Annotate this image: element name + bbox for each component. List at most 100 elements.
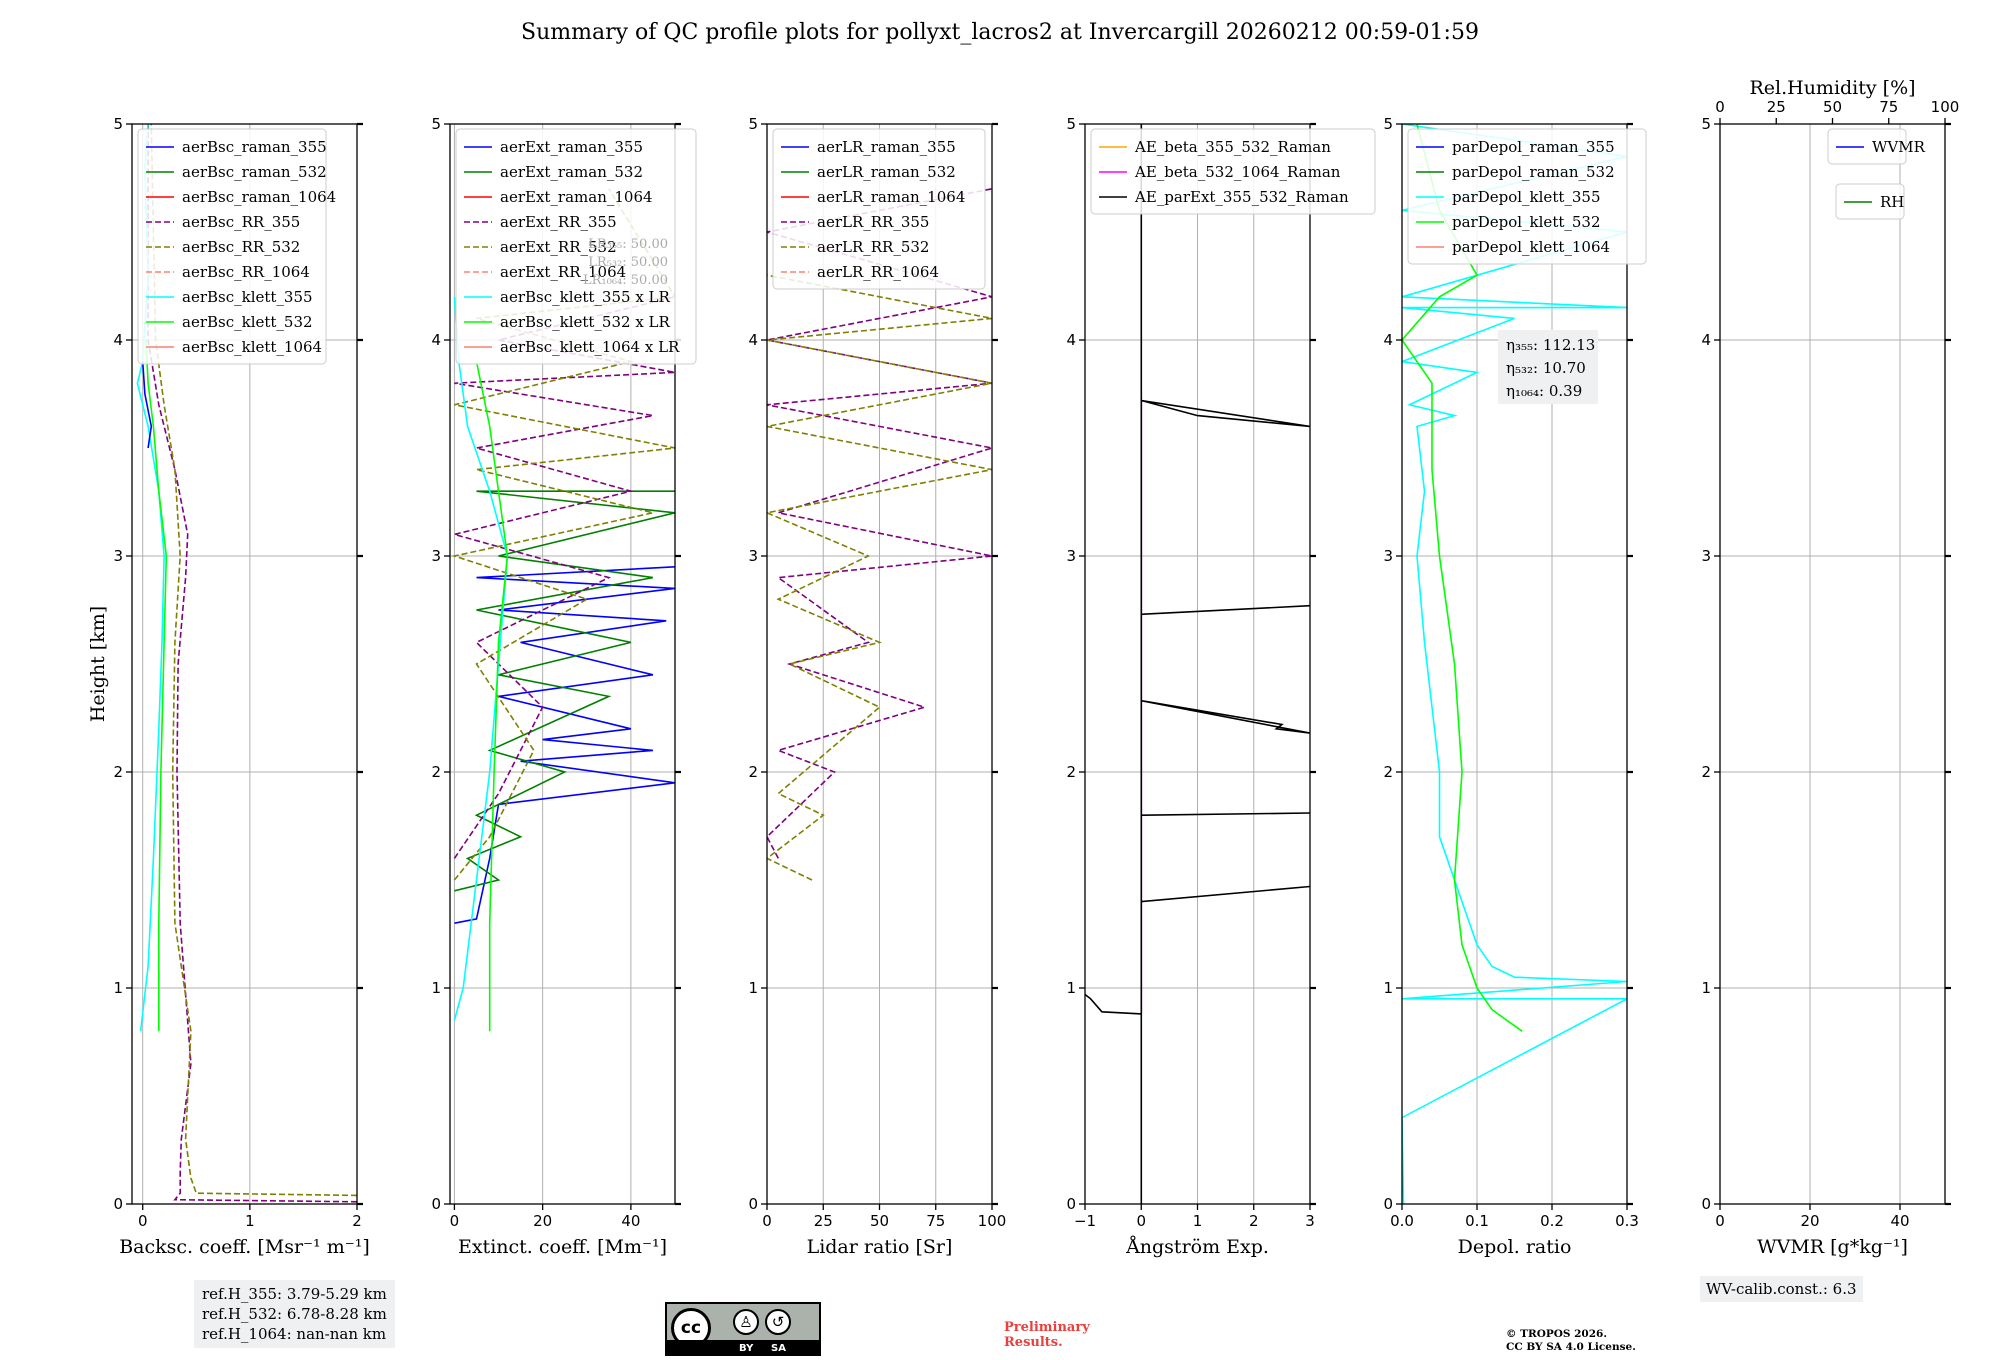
x-tick-label: 1: [1193, 1212, 1203, 1230]
legend-label: aerBsc_klett_532: [182, 313, 313, 331]
x-tick-label: 0.3: [1615, 1212, 1639, 1230]
top-x-tick-label: 0: [1715, 98, 1725, 116]
preliminary-line-2: Results.: [1004, 1335, 1063, 1350]
legend-label: aerBsc_raman_1064: [182, 188, 336, 206]
y-tick-label: 1: [748, 979, 758, 997]
x-tick-label: 0: [762, 1212, 772, 1230]
y-tick-label: 5: [113, 115, 123, 133]
y-tick-label: 5: [1383, 115, 1393, 133]
legend-label: aerBsc_klett_1064: [182, 338, 322, 356]
legend-label: aerBsc_RR_1064: [182, 263, 310, 281]
y-tick-label: 2: [431, 763, 441, 781]
axes-frame: [131, 123, 358, 1205]
preliminary-results-note: Preliminary Results.: [1004, 1320, 1090, 1350]
y-tick-label: 2: [1066, 763, 1076, 781]
x-tick-label: 20: [1800, 1212, 1819, 1230]
top-x-tick-label: 50: [1823, 98, 1842, 116]
series-group: [1085, 124, 1310, 1204]
legend-label: parDepol_klett_1064: [1452, 238, 1610, 256]
series-line-aerExt_raman_532: [454, 490, 675, 892]
series-line-AE_parExt_355_532_Raman: [1085, 124, 1310, 1204]
panel-5: [1396, 122, 1647, 1210]
legend-label: aerBsc_klett_1064 x LR: [500, 338, 680, 356]
legend-box: [772, 128, 986, 290]
series-line-aerBsc_RR_532: [150, 124, 357, 1197]
legend-label: aerExt_raman_532: [500, 163, 643, 181]
x-tick-label: 25: [814, 1212, 833, 1230]
license-by-label: BY: [739, 1343, 754, 1354]
legend-label: aerBsc_klett_355: [182, 288, 313, 306]
y-tick-label: 5: [1701, 115, 1711, 133]
legend-label: parDepol_klett_355: [1452, 188, 1601, 206]
license-sa-label: SA: [771, 1343, 786, 1354]
y-tick-label: 0: [113, 1195, 123, 1213]
y-tick-label: 3: [113, 547, 123, 565]
x-tick-label: 75: [926, 1212, 945, 1230]
legend-label: aerExt_RR_532: [500, 238, 617, 256]
series-line-aerBsc_klett_532: [145, 339, 168, 1032]
x-tick-label: 40: [621, 1212, 640, 1230]
legend-label: AE_parExt_355_532_Raman: [1134, 188, 1349, 206]
share-alike-icon: ↺: [765, 1309, 791, 1335]
y-tick-label: 4: [113, 331, 123, 349]
panel-4: [1079, 122, 1376, 1210]
cc-by-sa-badge: cc ♙ ↺ BY SA: [665, 1302, 821, 1356]
legend-label: aerBsc_raman_532: [182, 163, 327, 181]
y-tick-label: 3: [1701, 547, 1711, 565]
x-tick-label: 100: [978, 1212, 1007, 1230]
y-tick-label: 5: [748, 115, 758, 133]
reference-height-box: ref.H_355: 3.79-5.29 km ref.H_532: 6.78-…: [194, 1280, 395, 1348]
x-axis-label: Ångström Exp.: [1125, 1236, 1269, 1258]
series-line-aerBsc_klett_532 x LR: [475, 361, 509, 1032]
y-axis-label: Height [km]: [87, 606, 109, 722]
eta-box: [1498, 330, 1598, 404]
ref-height-532: ref.H_532: 6.78-8.28 km: [202, 1305, 387, 1323]
legend-label: aerExt_raman_355: [500, 138, 643, 156]
y-tick-label: 0: [1383, 1195, 1393, 1213]
legend-label: parDepol_raman_532: [1452, 163, 1615, 181]
y-tick-label: 1: [113, 979, 123, 997]
legend-box: [455, 128, 697, 365]
panel-6: [1714, 118, 1951, 1210]
legend-label: WVMR: [1872, 138, 1926, 156]
y-tick-label: 1: [1383, 979, 1393, 997]
legend-label: aerLR_raman_532: [817, 163, 956, 181]
y-tick-label: 1: [431, 979, 441, 997]
series-line-parDepol_klett_355: [1402, 124, 1627, 1204]
top-x-tick-label: 75: [1879, 98, 1898, 116]
lidar-ratio-annotation: LR₃₅₅: 50.00: [588, 237, 668, 252]
panel-3: [761, 122, 998, 1210]
x-tick-label: 0: [1136, 1212, 1146, 1230]
wv-calibration-constant: WV-calib.const.: 6.3: [1706, 1280, 1857, 1298]
legend-box: [1090, 128, 1376, 215]
series-line-parDepol_klett_532: [1402, 124, 1523, 1032]
copyright-note: © TROPOS 2026. CC BY SA 4.0 License.: [1506, 1328, 1636, 1354]
eta-annotation: η₃₅₅: 112.13: [1506, 336, 1595, 354]
legend-label: aerExt_RR_355: [500, 213, 617, 231]
series-line-aerLR_RR_532: [767, 274, 992, 881]
panel-1: [126, 122, 363, 1210]
panel-2: [444, 122, 697, 1210]
attribution-person-icon: ♙: [733, 1309, 759, 1335]
x-tick-label: 50: [870, 1212, 889, 1230]
legend-label: AE_beta_355_532_Raman: [1134, 138, 1331, 156]
series-line-aerExt_RR_355: [451, 296, 675, 859]
series-line-aerExt_raman_355: [454, 566, 675, 924]
y-tick-label: 1: [1066, 979, 1076, 997]
y-tick-label: 3: [748, 547, 758, 565]
x-axis-label: Backsc. coeff. [Msr⁻¹ m⁻¹]: [119, 1236, 370, 1258]
license-strip: BY SA: [667, 1340, 819, 1354]
legend-label: aerExt_raman_1064: [500, 188, 653, 206]
top-x-tick-label: 100: [1931, 98, 1960, 116]
y-tick-label: 2: [1383, 763, 1393, 781]
series-line-aerBsc_raman_355: [141, 361, 153, 449]
y-tick-label: 2: [748, 763, 758, 781]
y-tick-label: 5: [1066, 115, 1076, 133]
y-tick-label: 2: [1701, 763, 1711, 781]
y-tick-label: 4: [431, 331, 441, 349]
legend-box: [1407, 128, 1647, 265]
y-tick-label: 5: [431, 115, 441, 133]
legend-box: [137, 128, 327, 365]
legend-label: aerLR_RR_355: [817, 213, 929, 231]
